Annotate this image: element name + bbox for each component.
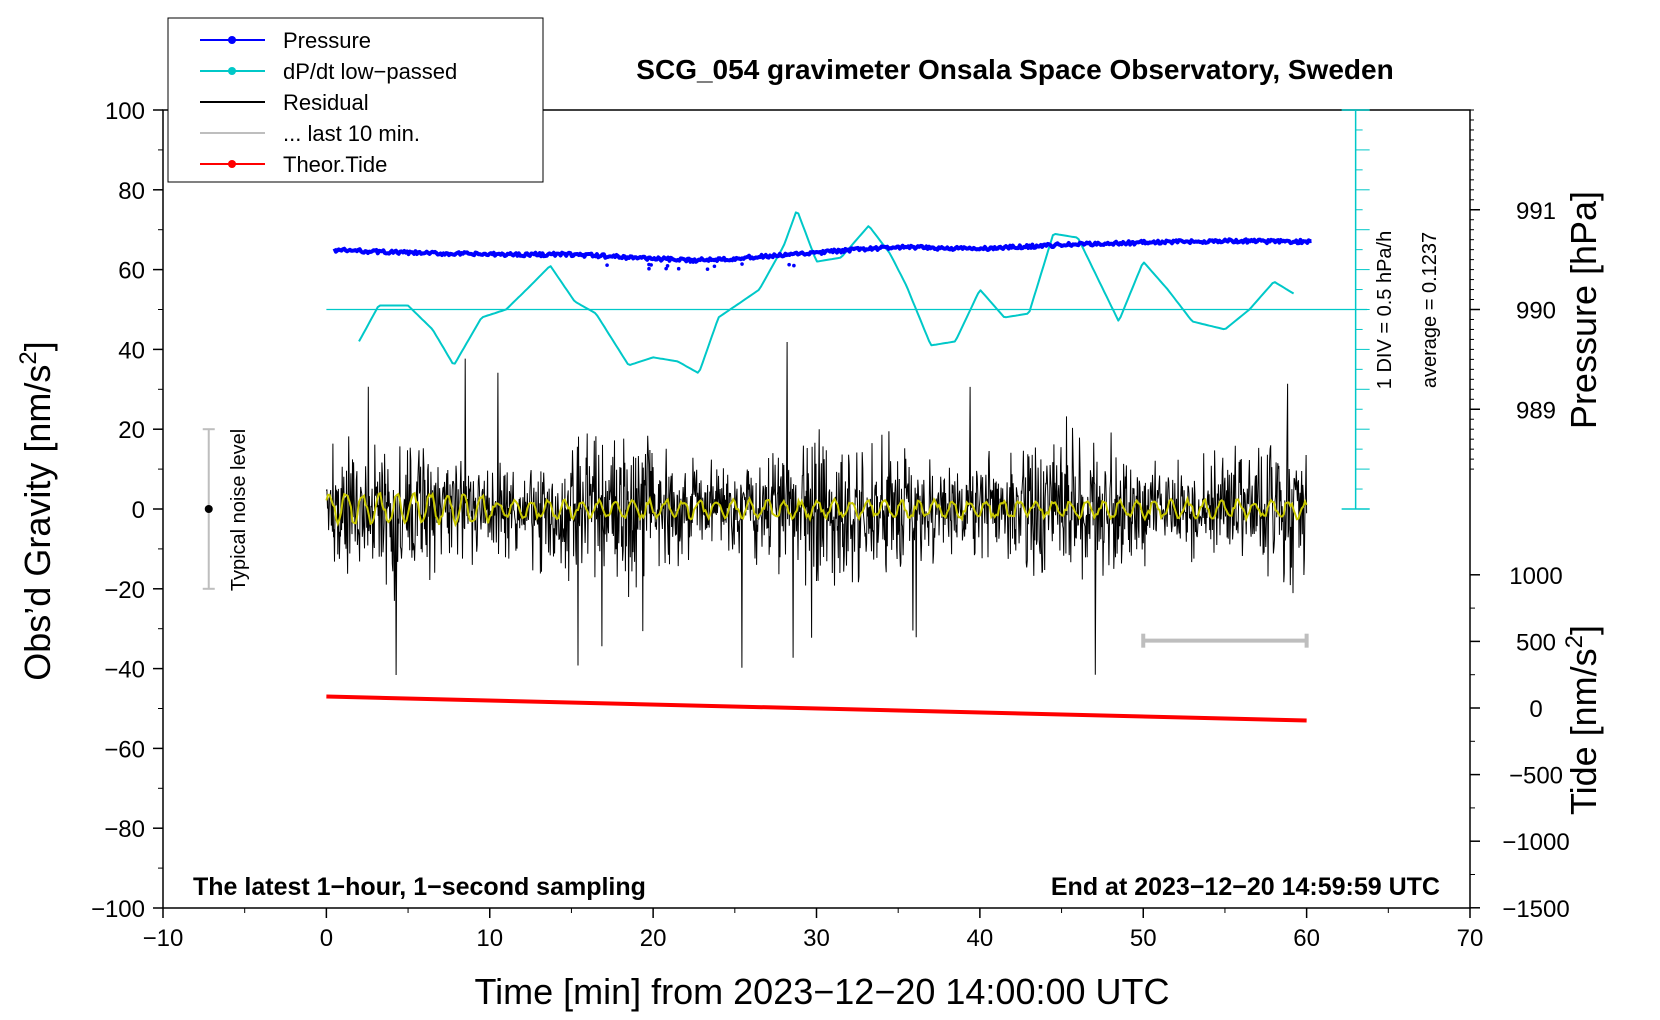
legend-label: Pressure <box>283 28 371 53</box>
x-tick-label: 20 <box>640 925 667 952</box>
pressure-outlier-point <box>647 266 651 271</box>
series-pressure <box>332 237 1313 264</box>
legend: Pressure dP/dt low−passed Residual ... last… <box>167 17 544 183</box>
x-tick-label: 10 <box>476 925 503 952</box>
y-tick-label: 60 <box>118 258 145 285</box>
y-tick-label: −20 <box>104 577 145 604</box>
tide-tick-label: −1500 <box>1502 896 1569 923</box>
pressure-tick-label: 989 <box>1516 397 1556 424</box>
y-axis-label-pressure: Pressure [hPa] <box>1563 191 1604 429</box>
dpdt-average-label: average = 0.1237 <box>1419 232 1441 388</box>
legend-marker <box>228 160 236 168</box>
legend-box <box>167 17 544 183</box>
series-residual-lowpass <box>325 491 1308 528</box>
y-tick-label: 40 <box>118 337 145 364</box>
y-tick-label: 100 <box>105 98 145 125</box>
x-tick-label: 50 <box>1130 925 1157 952</box>
noise-level-label: Typical noise level <box>228 429 250 591</box>
pressure-outlier-point <box>649 263 653 267</box>
plot-data <box>203 110 1370 723</box>
pressure-outlier-point <box>665 264 670 268</box>
axes: −10 0 10 20 30 40 50 60 70−100−80−60−40−20020406… <box>91 98 1570 952</box>
y-tick-label: 0 <box>132 497 145 524</box>
pressure-outlier-point <box>676 266 681 271</box>
x-tick-label: −10 <box>143 925 184 952</box>
annotation-end-time: End at 2023−12−20 14:59:59 UTC <box>1051 873 1440 901</box>
x-tick-label: 70 <box>1457 925 1484 952</box>
tide-tick-label: 500 <box>1516 629 1556 656</box>
pressure-outlier-point <box>664 266 668 271</box>
series-dpdt <box>358 211 1295 374</box>
y-axis-label-left: Obs’d Gravity [nm/s2] <box>15 341 58 680</box>
y-axis-label-tide: Tide [nm/s2] <box>1561 625 1604 815</box>
y-tick-label: −80 <box>104 816 145 843</box>
pressure-outlier-point <box>705 267 710 271</box>
x-tick-label: 30 <box>803 925 830 952</box>
y-tick-label: 80 <box>118 178 145 205</box>
annotation-sampling: The latest 1−hour, 1−second sampling <box>193 873 646 901</box>
legend-label: Residual <box>283 90 369 115</box>
y-tick-label: 20 <box>118 417 145 444</box>
x-axis-label: Time [min] from 2023−12−20 14:00:00 UTC <box>474 971 1169 1012</box>
series-residual <box>325 341 1308 676</box>
pressure-tick-label: 991 <box>1516 198 1556 225</box>
legend-marker <box>228 67 236 75</box>
tide-tick-label: 1000 <box>1509 563 1562 590</box>
y-tick-label: −60 <box>104 736 145 763</box>
pressure-outlier-point <box>787 262 791 267</box>
pressure-outlier-point <box>740 262 744 266</box>
x-tick-label: 0 <box>320 925 333 952</box>
dpdt-div-label: 1 DIV = 0.5 hPa/h <box>1374 231 1396 389</box>
pressure-outlier-point <box>712 264 717 269</box>
legend-marker <box>228 36 236 44</box>
legend-label: ... last 10 min. <box>283 121 420 146</box>
y-tick-label: −40 <box>104 657 145 684</box>
y-tick-label: −100 <box>91 896 145 923</box>
x-tick-label: 60 <box>1293 925 1320 952</box>
pressure-outlier-point <box>792 263 796 268</box>
pressure-outlier-point <box>605 263 609 267</box>
pressure-tick-label: 990 <box>1516 298 1556 325</box>
legend-label: Theor.Tide <box>283 152 387 177</box>
tide-tick-label: 0 <box>1529 696 1542 723</box>
noise-bar-center <box>204 505 213 513</box>
tide-tick-label: −500 <box>1509 763 1563 790</box>
legend-label: dP/dt low−passed <box>283 59 457 84</box>
chart-title: SCG_054 gravimeter Onsala Space Observat… <box>636 54 1393 85</box>
x-tick-label: 40 <box>967 925 994 952</box>
series-theor-tide <box>326 694 1307 723</box>
tide-tick-label: −1000 <box>1502 829 1569 856</box>
